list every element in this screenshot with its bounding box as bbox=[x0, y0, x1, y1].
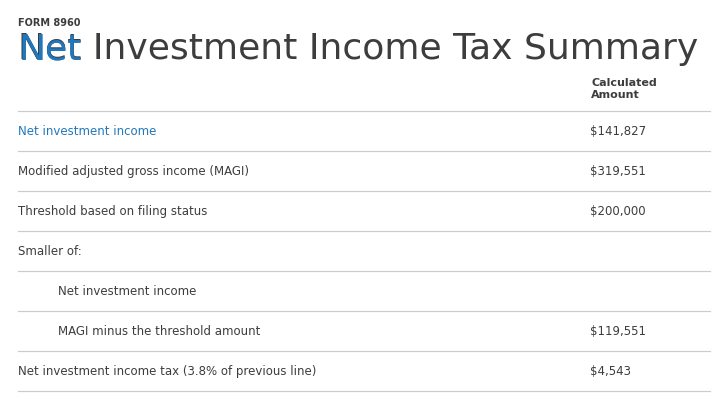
Text: Net investment income: Net investment income bbox=[18, 125, 157, 138]
Text: Modified adjusted gross income (MAGI): Modified adjusted gross income (MAGI) bbox=[18, 165, 249, 178]
Text: Net investment income tax (3.8% of previous line): Net investment income tax (3.8% of previ… bbox=[18, 364, 317, 377]
Text: $141,827: $141,827 bbox=[590, 125, 646, 138]
Text: Net Investment Income Tax Summary: Net Investment Income Tax Summary bbox=[18, 32, 698, 66]
Text: Net: Net bbox=[18, 32, 82, 66]
Text: $319,551: $319,551 bbox=[590, 165, 646, 178]
Text: Threshold based on filing status: Threshold based on filing status bbox=[18, 205, 207, 218]
Text: FORM 8960: FORM 8960 bbox=[18, 18, 81, 28]
Text: Net Investment Income Tax Summary: Net Investment Income Tax Summary bbox=[18, 32, 698, 66]
Text: Calculated: Calculated bbox=[591, 78, 657, 88]
Text: Smaller of:: Smaller of: bbox=[18, 245, 82, 258]
Text: $119,551: $119,551 bbox=[590, 325, 646, 338]
Text: Net: Net bbox=[18, 32, 82, 66]
Text: Net investment income: Net investment income bbox=[58, 285, 197, 298]
Text: MAGI minus the threshold amount: MAGI minus the threshold amount bbox=[58, 325, 261, 338]
Text: $4,543: $4,543 bbox=[590, 364, 631, 377]
Text: $200,000: $200,000 bbox=[590, 205, 646, 218]
Text: Amount: Amount bbox=[591, 90, 640, 100]
